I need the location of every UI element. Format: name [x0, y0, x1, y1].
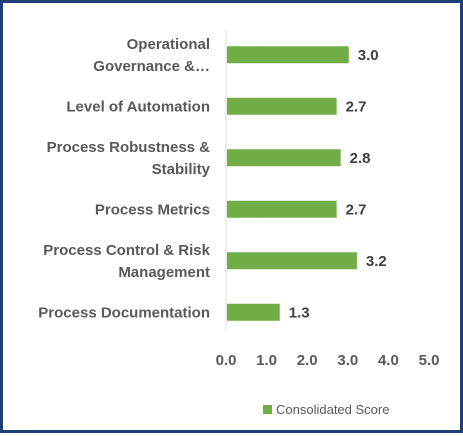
x-tick-label: 3.0	[337, 352, 358, 369]
legend-swatch	[263, 405, 272, 414]
category-label-line: Process Metrics	[95, 201, 210, 218]
value-label-3: 2.7	[346, 201, 367, 218]
bar-3	[227, 200, 337, 218]
value-label-1: 2.7	[346, 98, 367, 115]
category-label-1: Level of Automation	[66, 98, 210, 115]
bar-5	[227, 303, 280, 321]
value-label-2: 2.8	[350, 150, 371, 167]
x-tick-label: 1.0	[256, 352, 277, 369]
category-label-line: Process Robustness &	[47, 139, 211, 156]
category-label-line: Governance &…	[93, 58, 210, 75]
x-tick-label: 2.0	[297, 352, 318, 369]
bar-0	[227, 46, 349, 64]
category-label-4: Process Control & Risk Management	[43, 242, 210, 281]
legend-label: Consolidated Score	[276, 402, 389, 417]
bar-4	[227, 252, 357, 270]
x-tick-label: 0.0	[216, 352, 237, 369]
category-label-5: Process Documentation	[38, 304, 210, 321]
x-tick-label: 4.0	[378, 352, 399, 369]
category-label-line: Stability	[152, 161, 211, 178]
x-axis-ticks: 0.0 1.0 2.0 3.0 4.0 5.0	[216, 352, 440, 369]
category-label-2: Process Robustness & Stability	[47, 139, 211, 178]
category-label-line: Management	[118, 264, 210, 281]
bars-layer	[227, 46, 357, 321]
category-label-line: Process Documentation	[38, 304, 210, 321]
x-tick-label: 5.0	[419, 352, 440, 369]
bar-2	[227, 149, 341, 167]
category-label-line: Level of Automation	[66, 98, 210, 115]
value-label-0: 3.0	[358, 47, 379, 64]
value-labels: 3.0 2.7 2.8 2.7 3.2 1.3	[289, 47, 387, 322]
category-label-line: Process Control & Risk	[43, 242, 210, 259]
category-label-line: Operational	[127, 36, 210, 53]
bar-chart: Operational Governance &… Level of Automat…	[38, 29, 440, 417]
legend: Consolidated Score	[263, 402, 389, 417]
value-label-4: 3.2	[366, 253, 387, 270]
bar-1	[227, 97, 337, 115]
value-label-5: 1.3	[289, 304, 310, 321]
category-label-3: Process Metrics	[95, 201, 210, 218]
category-labels: Operational Governance &… Level of Automat…	[38, 36, 210, 322]
category-label-0: Operational Governance &…	[93, 36, 210, 75]
